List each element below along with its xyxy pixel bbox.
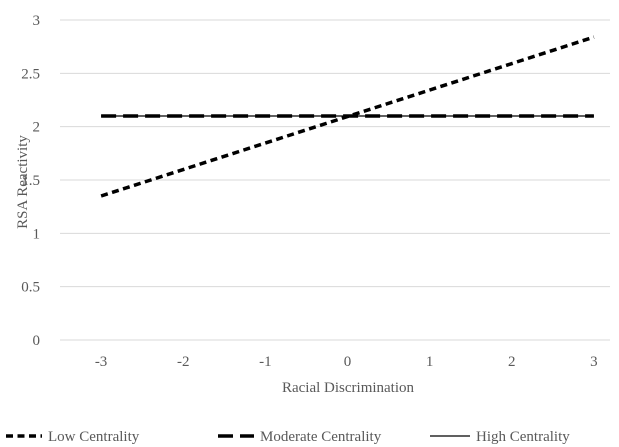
y-axis-ticks: 0 0.5 1 1.5 2 2.5 3 (21, 13, 40, 349)
y-tick-label: 0.5 (21, 280, 40, 296)
y-tick-label: 1 (33, 226, 41, 242)
legend-item-low-centrality: Low Centrality (6, 429, 140, 445)
legend: Low Centrality Moderate Centrality High Ce… (6, 429, 570, 445)
x-tick-label: 0 (344, 354, 352, 370)
y-tick-label: 0 (33, 333, 41, 349)
x-tick-label: -1 (259, 354, 272, 370)
gridlines (60, 19, 610, 341)
legend-item-high-centrality: High Centrality (430, 429, 570, 445)
legend-label: High Centrality (476, 429, 570, 445)
y-tick-label: 2.5 (21, 66, 40, 82)
y-tick-label: 2 (33, 120, 41, 136)
x-tick-label: -2 (177, 354, 190, 370)
x-tick-label: -3 (95, 354, 108, 370)
x-tick-label: 1 (426, 354, 434, 370)
x-axis-title: Racial Discrimination (282, 380, 415, 396)
series-lines (100, 35, 595, 198)
legend-label: Moderate Centrality (260, 429, 382, 445)
y-axis-title: RSA Reactivity (15, 135, 31, 229)
legend-item-moderate-centrality: Moderate Centrality (218, 429, 382, 445)
y-tick-label: 1.5 (21, 173, 40, 189)
x-tick-label: 2 (508, 354, 516, 370)
y-tick-label: 3 (33, 13, 41, 29)
x-axis-ticks: -3 -2 -1 0 1 2 3 (95, 354, 598, 370)
x-tick-label: 3 (590, 354, 598, 370)
legend-label: Low Centrality (48, 429, 140, 445)
